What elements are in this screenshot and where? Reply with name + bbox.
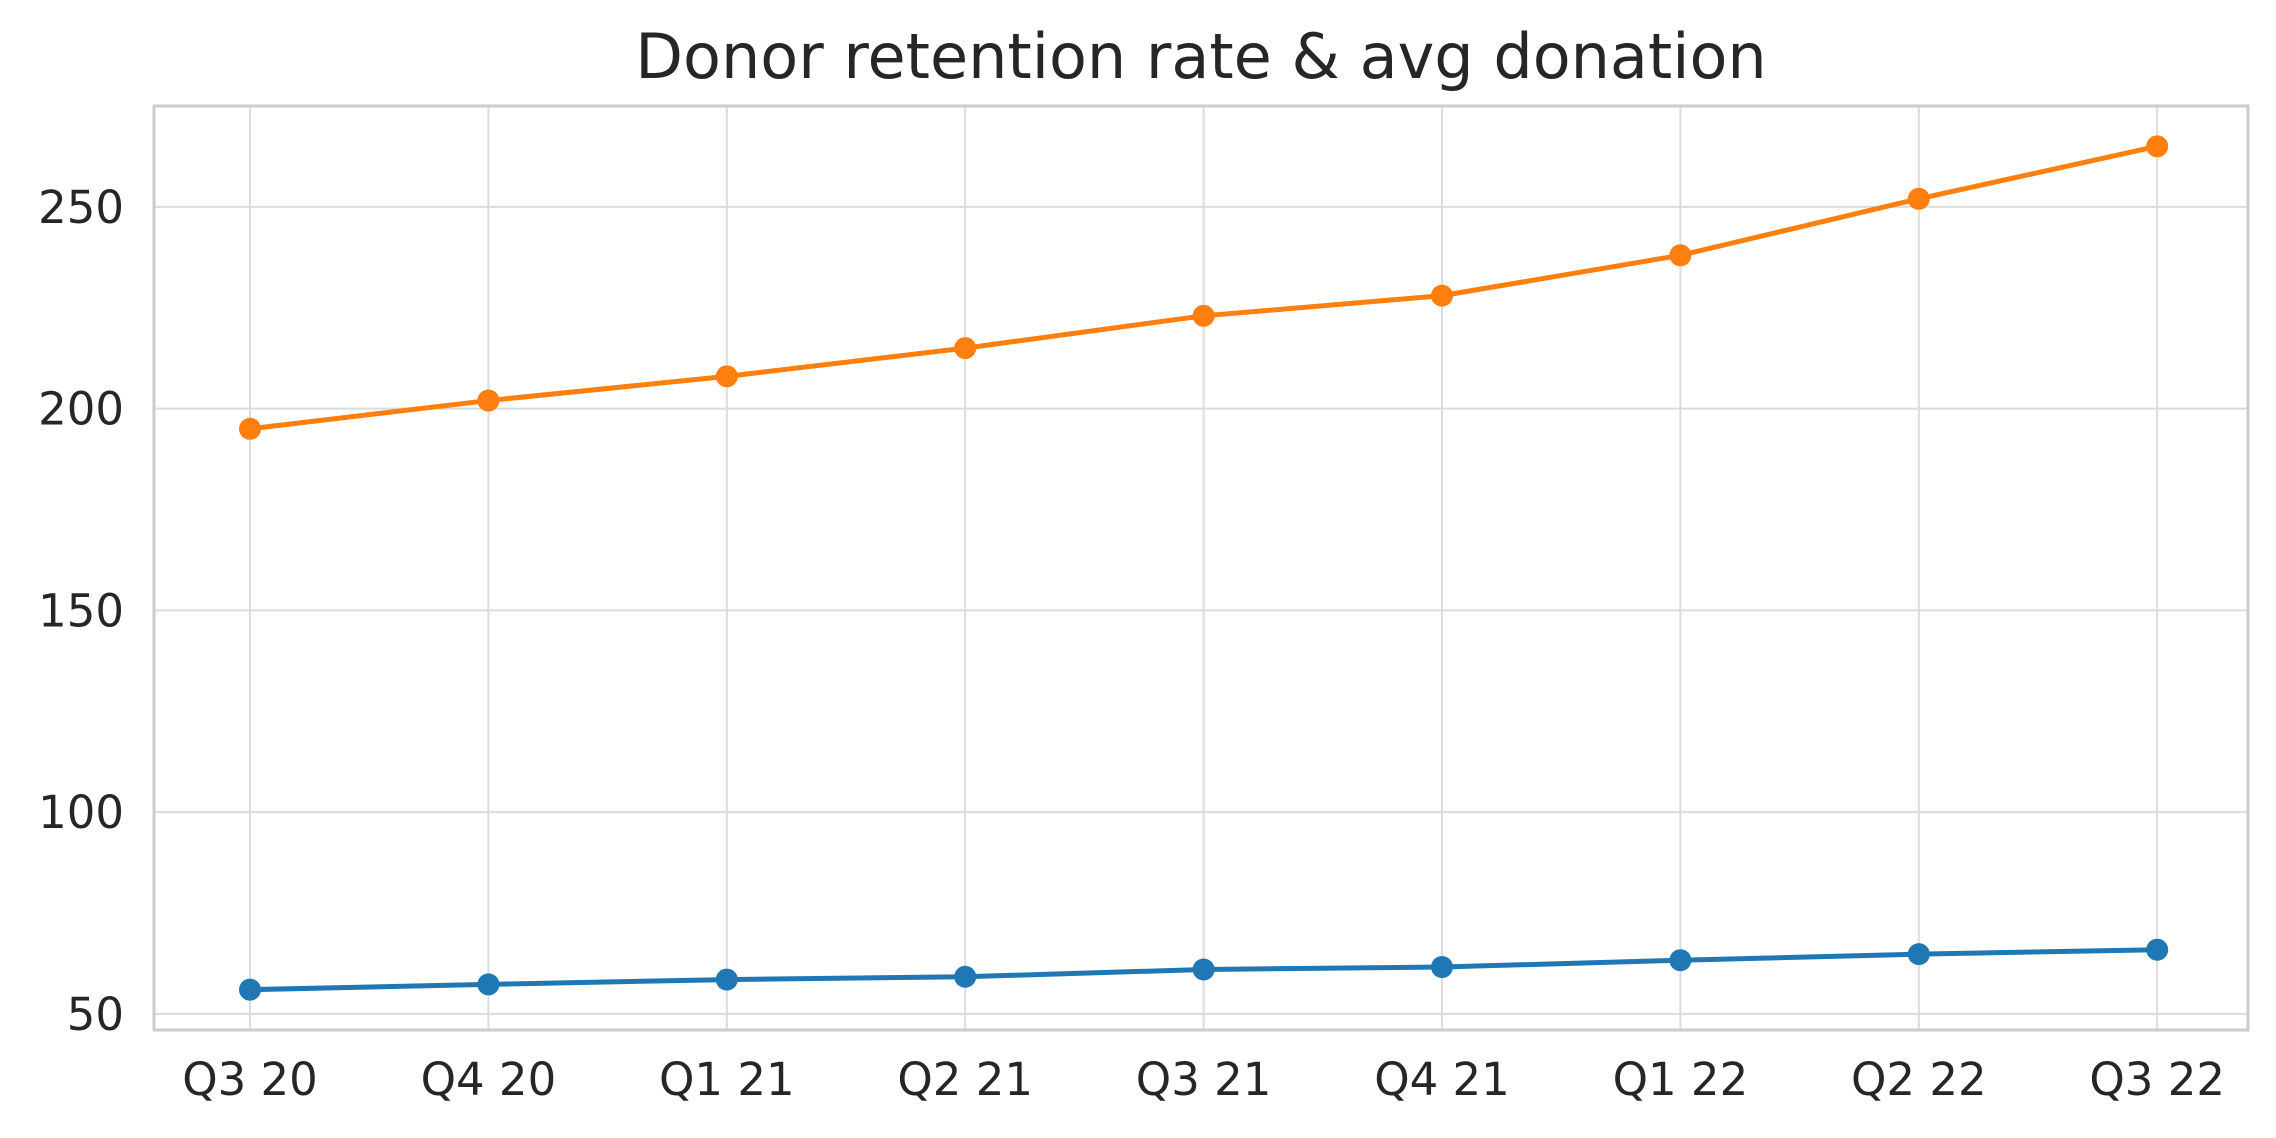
data-point xyxy=(239,417,261,440)
x-tick-label: Q2 22 xyxy=(1851,1053,1987,1106)
data-point xyxy=(477,973,500,996)
data-point xyxy=(477,389,500,412)
data-point xyxy=(1431,956,1453,979)
data-point xyxy=(239,978,261,1001)
y-tick-label: 250 xyxy=(38,181,124,234)
y-tick-label: 200 xyxy=(38,383,124,436)
data-point xyxy=(1907,187,1930,210)
series-1 xyxy=(239,938,2169,1001)
x-tick-label: Q1 22 xyxy=(1613,1053,1749,1106)
data-point xyxy=(1669,949,1692,972)
data-point xyxy=(715,968,738,991)
x-tick-label: Q3 22 xyxy=(2089,1053,2225,1106)
series-2 xyxy=(239,135,2169,440)
data-point xyxy=(1192,304,1215,327)
series-layer xyxy=(239,135,2169,1001)
x-tick-label: Q3 21 xyxy=(1136,1053,1272,1106)
grid-lines xyxy=(154,106,2248,1030)
x-tick-label: Q4 21 xyxy=(1374,1053,1510,1106)
data-point xyxy=(2146,135,2169,158)
data-point xyxy=(1431,284,1453,307)
x-tick-label: Q3 20 xyxy=(182,1053,318,1106)
y-tick-label: 100 xyxy=(38,786,124,839)
x-tick-label: Q2 21 xyxy=(897,1053,1033,1106)
data-point xyxy=(1907,943,1930,966)
data-point xyxy=(954,965,977,988)
data-point xyxy=(2146,938,2169,961)
chart-title: Donor retention rate & avg donation xyxy=(635,20,1766,93)
data-point xyxy=(954,337,977,360)
data-point xyxy=(715,365,738,388)
x-tick-label: Q1 21 xyxy=(659,1053,795,1106)
data-point xyxy=(1192,958,1215,981)
data-point xyxy=(1669,244,1692,267)
y-tick-label: 50 xyxy=(67,988,124,1041)
x-tick-label: Q4 20 xyxy=(421,1053,557,1106)
plot-area-frame xyxy=(152,104,2250,1032)
y-tick-label: 150 xyxy=(38,584,124,637)
tick-labels: Q3 20 Q4 20 Q1 21 Q2 21 Q3 21 Q4 21 Q1 22 Q2 22… xyxy=(38,181,2225,1106)
